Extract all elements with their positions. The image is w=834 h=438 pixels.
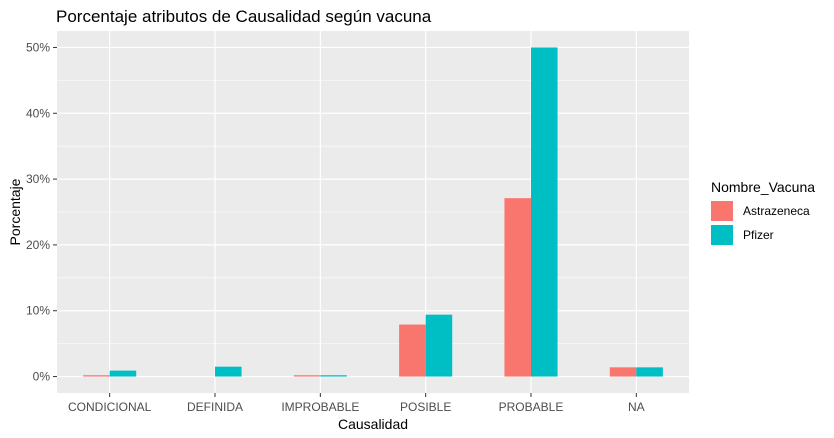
- bar-pfizer-probable: [531, 47, 558, 377]
- chart-title: Porcentaje atributos de Causalidad según…: [56, 7, 432, 26]
- bars: [83, 47, 663, 377]
- x-tick-label: POSIBLE: [400, 400, 451, 414]
- x-tick-label: CONDICIONAL: [68, 400, 152, 414]
- y-tick-label: 10%: [26, 304, 50, 318]
- y-tick-label: 0%: [33, 370, 51, 384]
- y-tick-label: 20%: [26, 238, 50, 252]
- bar-astrazeneca-na: [609, 367, 637, 377]
- bar-astrazeneca-posible: [399, 324, 426, 377]
- legend-title: Nombre_Vacuna: [711, 179, 815, 195]
- legend-label-astrazeneca: Astrazeneca: [743, 204, 810, 218]
- bar-astrazeneca-improbable: [293, 375, 321, 377]
- x-axis-title: Causalidad: [338, 416, 408, 432]
- legend-label-pfizer: Pfizer: [743, 228, 774, 242]
- y-tick-label: 40%: [26, 106, 50, 120]
- y-tick-label: 30%: [26, 172, 50, 186]
- bar-astrazeneca-probable: [504, 198, 531, 377]
- legend: Nombre_Vacuna Astrazeneca Pfizer: [711, 179, 815, 245]
- y-axis: 0% 10% 20% 30% 40% 50%: [26, 40, 57, 384]
- legend-swatch-astrazeneca: [711, 201, 733, 221]
- y-tick-label: 50%: [26, 40, 50, 54]
- minor-gridlines: [57, 80, 689, 344]
- major-gridlines: [57, 31, 689, 393]
- bar-pfizer-condicional: [109, 370, 137, 377]
- bar-pfizer-definida: [215, 366, 242, 377]
- legend-swatch-pfizer: [711, 225, 733, 245]
- bar-pfizer-posible: [425, 314, 453, 377]
- x-axis: CONDICIONAL DEFINIDA IMPROBABLE POSIBLE PROB…: [68, 393, 645, 414]
- bar-pfizer-improbable: [320, 375, 347, 377]
- bar-astrazeneca-condicional: [83, 375, 110, 377]
- x-tick-label: PROBABLE: [499, 400, 564, 414]
- x-tick-label: IMPROBABLE: [281, 400, 359, 414]
- bar-pfizer-na: [636, 367, 663, 377]
- x-tick-label: NA: [628, 400, 645, 414]
- x-tick-label: DEFINIDA: [187, 400, 243, 414]
- y-axis-title: Porcentaje: [7, 178, 23, 245]
